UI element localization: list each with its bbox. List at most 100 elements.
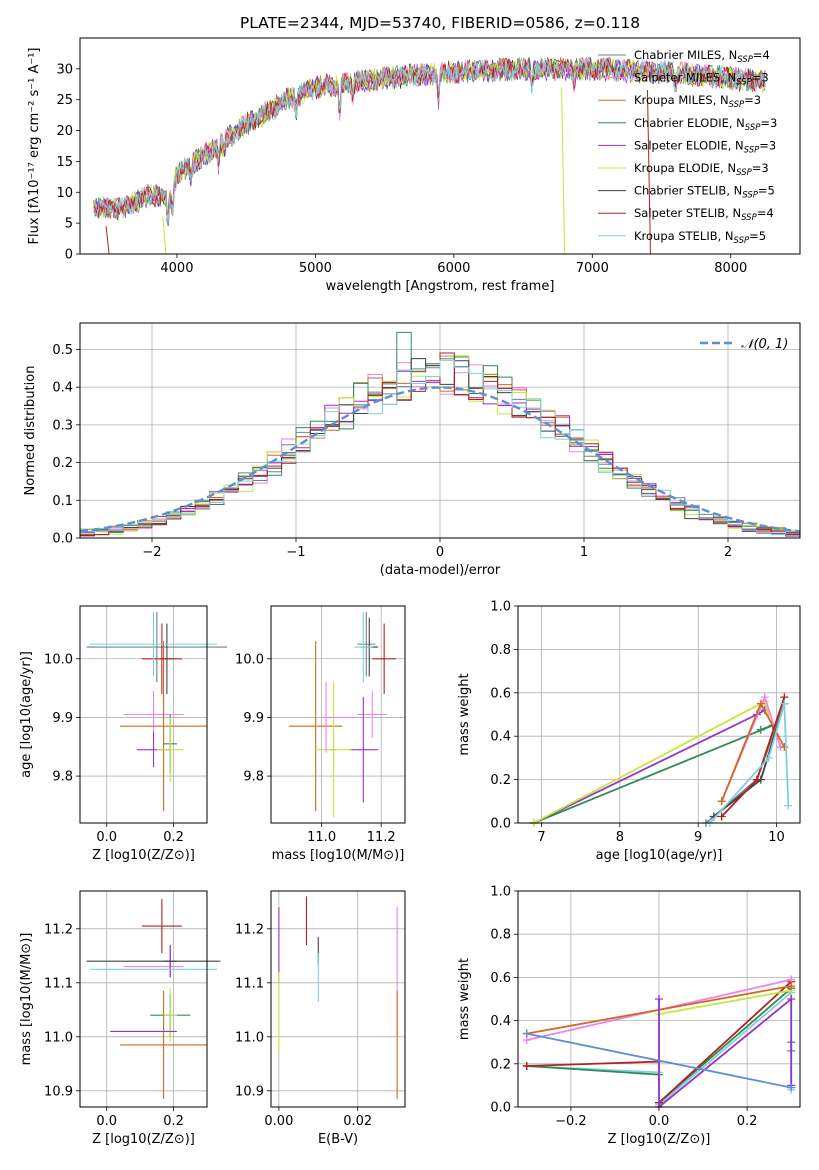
mass_vs_ebv-axes: 0.00 0.02 10.9 11.0 11.1 11.2 E(B-V): [235, 890, 406, 1147]
age_vs_Z-xtick-label-1: 0.2: [163, 830, 184, 845]
mass_vs_Z-xtick-label-1: 0.2: [163, 1114, 184, 1129]
age_vs_mass-ytick-label-0: 9.8: [243, 770, 264, 785]
mass_vs_Z-xlabel: Z [log10(Z/Z⊙)]: [92, 1132, 195, 1147]
residuals-xtick-label-1: −1: [286, 545, 305, 560]
residuals-axes: −2 −1 0 1 2 0.0 0.1 0.2 0.3 0.4 0.5 (data-model)/er…: [23, 322, 801, 578]
mw_vs_age-series-8-marker-2: [780, 699, 789, 708]
residual-legend-label: 𝒩(0, 1): [741, 337, 788, 352]
legend-label-8: Kroupa STELIB, NSSP=5: [634, 229, 766, 246]
mass_vs_Z-axes: 0.0 0.2 10.9 11.0 11.1 11.2 Z [log10(Z/Z⊙)] mas…: [19, 890, 221, 1147]
legend-label-0: Chabrier MILES, NSSP=4: [634, 48, 770, 65]
mw_vs_Z-series-8-marker-0: [522, 1029, 531, 1038]
age_vs_mass-frame: [270, 605, 406, 824]
age_vs_Z-ytick-label-2: 10.0: [44, 652, 73, 667]
spectrum-xtick-label-3: 7000: [576, 261, 609, 276]
mw_vs_Z-ytick-label-3: 0.6: [490, 971, 511, 986]
mw_vs_age-ytick-label-4: 0.8: [490, 643, 511, 658]
mw_vs_Z-ylabel: mass weight: [457, 958, 472, 1040]
age_vs_Z-xlabel: Z [log10(Z/Z⊙)]: [92, 848, 195, 863]
mw_vs_Z-axes: −0.2 0.0 0.2 0.0 0.2 0.4 0.6 0.8 1.0 Z [log10(Z/Z…: [457, 885, 801, 1147]
spectrum-xtick-label-2: 6000: [437, 261, 470, 276]
age_vs_Z-axes: 0.0 0.2 9.8 9.9 10.0 Z [log10(Z/Z⊙)] age [log1…: [19, 605, 228, 863]
mw_vs_Z-series-6-marker-1: [787, 982, 796, 991]
mass_vs_ebv-ytick-label-3: 11.2: [235, 922, 264, 937]
spectrum-ytick-label-5: 25: [56, 93, 73, 108]
mw_vs_age-xlabel: age [log10(age/yr)]: [596, 848, 723, 863]
mw_vs_age-xtick-label-2: 9: [694, 830, 702, 845]
age_vs_mass-ytick-label-2: 10.0: [235, 652, 264, 667]
mw_vs_age-series-0: [533, 724, 773, 824]
mw_vs_Z-frame: [517, 890, 801, 1108]
mass_vs_ebv-xtick-label-1: 0.02: [343, 1114, 372, 1129]
mw_vs_Z-xtick-label-2: 0.2: [737, 1114, 758, 1129]
mass_vs_ebv-ytick-label-2: 11.1: [235, 976, 264, 991]
legend-label-6: Chabrier STELIB, NSSP=5: [634, 184, 775, 201]
spectrum-xtick-label-0: 4000: [160, 261, 193, 276]
mw_vs_Z-series-2-marker-0: [522, 1061, 531, 1070]
mass_vs_ebv-frame: [270, 890, 406, 1108]
spectrum-axes: 4000 5000 6000 7000 8000 0 5 10 15 20 25 30 waveleng…: [27, 37, 801, 294]
legend-label-5: Kroupa ELODIE, NSSP=3: [634, 161, 769, 178]
spectrum-xtick-label-1: 5000: [299, 261, 332, 276]
mw_vs_Z-ytick-label-2: 0.4: [490, 1014, 511, 1029]
mw_vs_Z-ytick-label-0: 0.0: [490, 1101, 511, 1116]
age_vs_mass-axes: 11.0 11.2 9.8 9.9 10.0 mass [log10(M/M⊙)]: [235, 605, 406, 863]
legend-label-2: Kroupa MILES, NSSP=3: [634, 93, 761, 110]
age_vs_Z-xtick-label-0: 0.0: [96, 830, 117, 845]
mw_vs_age-series-1: [533, 709, 766, 824]
mass_vs_Z-ytick-label-2: 11.1: [44, 976, 73, 991]
mass_vs_Z-xtick-label-0: 0.0: [96, 1114, 117, 1129]
mw_vs_Z-xlabel: Z [log10(Z/Z⊙)]: [608, 1132, 711, 1147]
mw_vs_age-axes: 7 8 9 10 0.0 0.2 0.4 0.6 0.8 1.0 age [log10(age/yr…: [457, 600, 801, 863]
age_vs_Z-ytick-label-1: 9.9: [52, 711, 73, 726]
legend-label-4: Salpeter ELODIE, NSSP=3: [634, 138, 776, 155]
mw_vs_Z-series-7-marker-2: [787, 995, 796, 1003]
mw_vs_Z-ytick-label-1: 0.2: [490, 1057, 511, 1072]
mw_vs_age-series-0-marker-2: [756, 725, 765, 734]
mw_vs_age-ytick-label-0: 0.0: [490, 817, 511, 832]
mw_vs_Z-series-8-marker-1: [787, 1083, 796, 1092]
spectrum-series-8: [93, 57, 766, 226]
mw_vs_Z-xtick-label-1: 0.0: [649, 1114, 670, 1129]
mw_vs_age-frame: [517, 605, 801, 824]
mass_vs_ebv-xtick-label-0: 0.00: [264, 1114, 293, 1129]
mw_vs_age-ytick-label-5: 1.0: [490, 600, 511, 615]
age_vs_mass-ytick-label-1: 9.9: [243, 711, 264, 726]
age_vs_Z-frame: [79, 605, 208, 824]
residuals-frame: [79, 322, 801, 539]
mw_vs_age-xtick-label-3: 10: [768, 830, 785, 845]
mw_vs_age-series-6: [713, 703, 786, 818]
spectrum-frame: [79, 37, 801, 255]
mw_vs_age-series-4-marker-0: [717, 797, 726, 806]
mw_vs_age-ytick-label-3: 0.6: [490, 686, 511, 701]
residuals-ytick-label-1: 0.1: [52, 494, 73, 509]
mw_vs_age-series-8-marker-1: [764, 753, 773, 762]
mw_vs_Z-series-8: [526, 1032, 792, 1089]
age_vs_mass-xtick-label-0: 11.0: [307, 830, 336, 845]
mw_vs_age-series-7-marker-0: [717, 812, 726, 821]
residual-hist-8: [80, 359, 800, 535]
mw_vs_age-xtick-label-0: 7: [537, 830, 545, 845]
residuals-xtick-label-2: 0: [436, 545, 444, 560]
legend-label-3: Chabrier ELODIE, NSSP=3: [634, 116, 777, 133]
residuals-ytick-label-4: 0.4: [52, 381, 73, 396]
age_vs_Z-ytick-label-0: 9.8: [52, 770, 73, 785]
age_vs_Z-ylabel: age [log10(age/yr)]: [19, 651, 34, 778]
residuals-xtick-label-0: −2: [142, 545, 161, 560]
mw_vs_Z-xtick-label-0: −0.2: [555, 1114, 587, 1129]
age_vs_mass-xlabel: mass [log10(M/M⊙)]: [272, 848, 405, 863]
spectrum-dropout-0: [105, 226, 112, 255]
mw_vs_age-series-8: [709, 703, 790, 824]
spectrum-ytick-label-6: 30: [56, 62, 73, 77]
normal-reference-curve: [80, 386, 800, 533]
residuals-ytick-label-5: 0.5: [52, 343, 73, 358]
mass_vs_ebv-ytick-label-0: 10.9: [235, 1084, 264, 1099]
mw_vs_Z-ytick-label-5: 1.0: [490, 885, 511, 900]
mass_vs_Z-ytick-label-3: 11.2: [44, 922, 73, 937]
mass_vs_Z-ytick-label-1: 11.0: [44, 1030, 73, 1045]
residuals-ylabel: Normed distribution: [23, 366, 38, 496]
mw_vs_age-series-7-marker-1: [752, 775, 761, 784]
mw_vs_age-series-3-marker-1: [760, 693, 769, 702]
spectrum-ylabel: Flux [fλ10⁻¹⁷ erg cm⁻² s⁻¹ A⁻¹]: [27, 48, 42, 245]
